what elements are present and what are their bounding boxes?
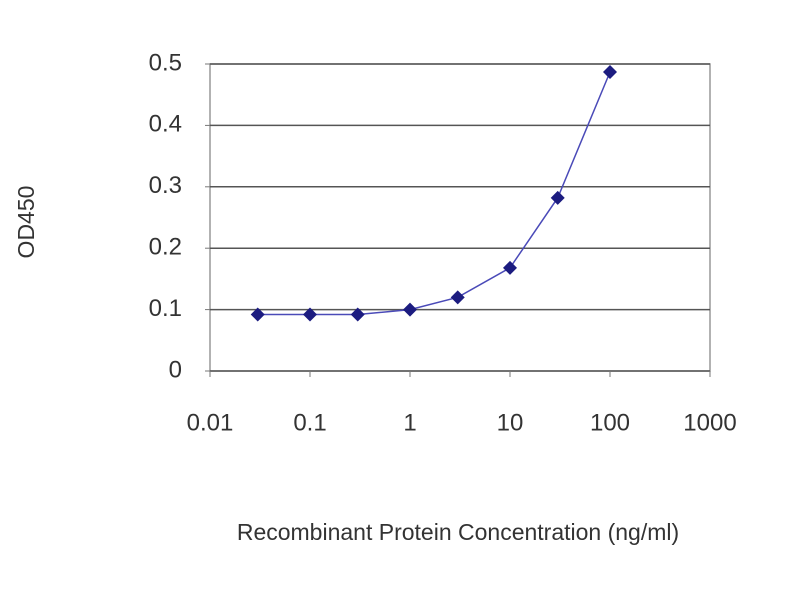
data-point bbox=[450, 290, 465, 305]
data-point bbox=[403, 302, 417, 317]
x-axis-label: Recombinant Protein Concentration (ng/ml… bbox=[237, 519, 679, 545]
y-tick-label: 0.4 bbox=[149, 111, 182, 138]
y-tick-label: 0.3 bbox=[149, 172, 182, 199]
y-tick-label: 0.2 bbox=[149, 234, 182, 261]
data-point bbox=[303, 307, 317, 322]
data-point bbox=[603, 64, 617, 79]
y-axis-label: OD450 bbox=[13, 186, 39, 259]
x-tick-label: 1000 bbox=[683, 409, 736, 436]
x-tick-label: 0.1 bbox=[293, 409, 326, 436]
data-point bbox=[350, 307, 365, 322]
y-tick-label: 0.1 bbox=[149, 295, 182, 322]
x-tick-label: 10 bbox=[497, 409, 524, 436]
x-tick-label: 0.01 bbox=[187, 409, 234, 436]
plot-area bbox=[209, 63, 711, 372]
y-tick-label: 0 bbox=[169, 356, 182, 383]
data-point bbox=[550, 190, 565, 205]
x-tick-label: 1 bbox=[403, 409, 416, 436]
data-point bbox=[503, 260, 517, 275]
x-tick-label: 100 bbox=[590, 409, 630, 436]
series-line bbox=[257, 71, 611, 316]
y-tick-label: 0.5 bbox=[149, 49, 182, 76]
data-point bbox=[250, 307, 265, 322]
